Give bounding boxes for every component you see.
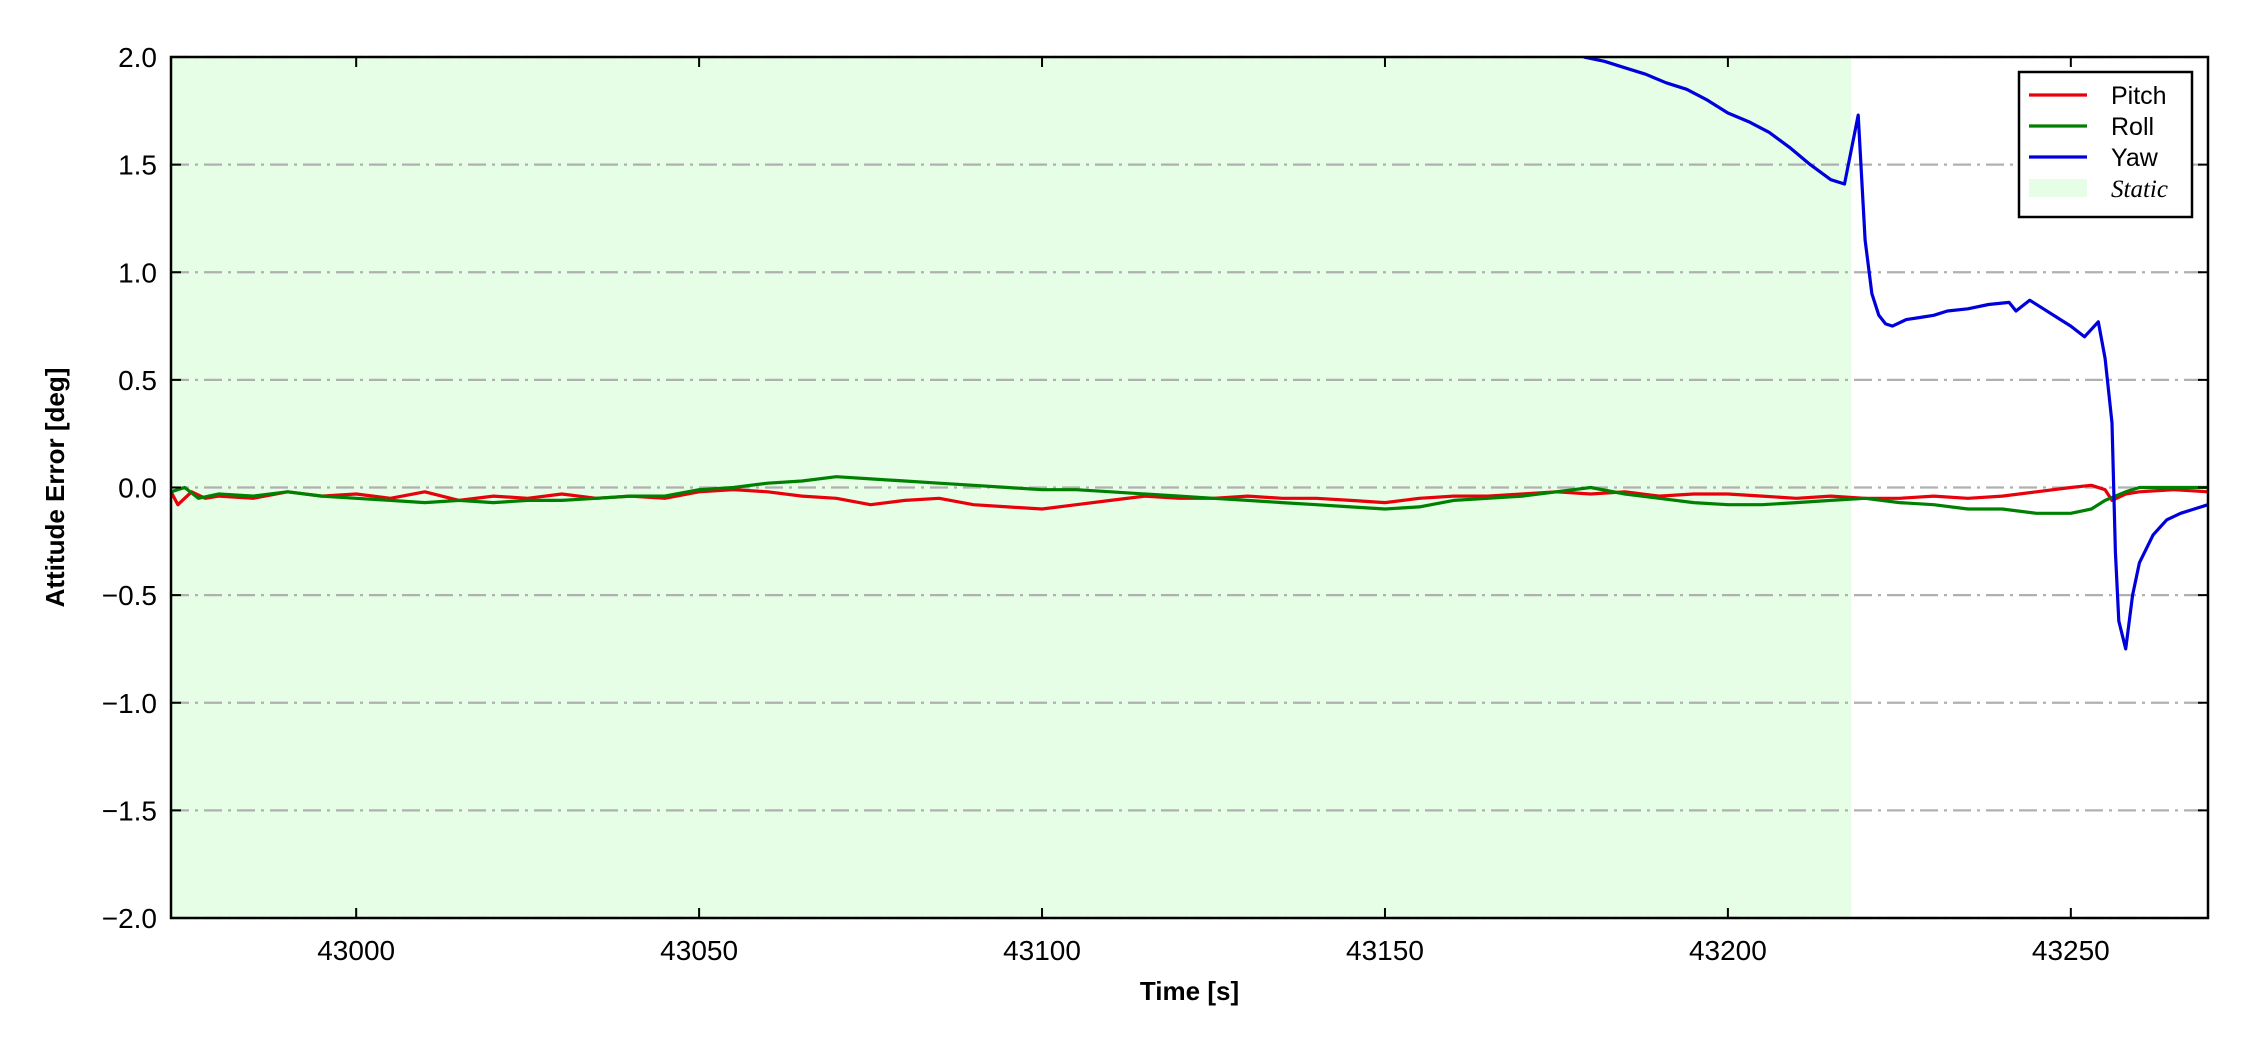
- legend-label-pitch: Pitch: [2111, 82, 2167, 110]
- x-tick-label: 43250: [2032, 935, 2110, 966]
- x-tick-label: 43200: [1689, 935, 1767, 966]
- y-tick-label: 2.0: [118, 42, 157, 73]
- x-tick-label: 43100: [1003, 935, 1081, 966]
- y-tick-label: −2.0: [102, 903, 157, 934]
- series-line-yaw: [1583, 57, 2208, 651]
- y-tick-label: 0.5: [118, 365, 157, 396]
- x-tick-label: 43150: [1346, 935, 1424, 966]
- y-tick-label: 1.5: [118, 150, 157, 181]
- x-tick-label: 43050: [660, 935, 738, 966]
- legend-label-yaw: Yaw: [2111, 144, 2159, 172]
- y-tick-label: −0.5: [102, 580, 157, 611]
- x-tick-label: 43000: [317, 935, 395, 966]
- legend-label-static: Static: [2111, 176, 2168, 203]
- legend-label-roll: Roll: [2111, 113, 2154, 141]
- series-line-roll: [171, 475, 2208, 515]
- y-tick-label: 0.0: [118, 473, 157, 504]
- x-axis-label: Time [s]: [1140, 976, 1239, 1006]
- y-tick-label: −1.5: [102, 795, 157, 826]
- y-tick-label: 1.0: [118, 257, 157, 288]
- legend-swatch-static: [2029, 179, 2087, 197]
- y-tick-label: −1.0: [102, 688, 157, 719]
- y-axis-label: Attitude Error [deg]: [40, 368, 70, 608]
